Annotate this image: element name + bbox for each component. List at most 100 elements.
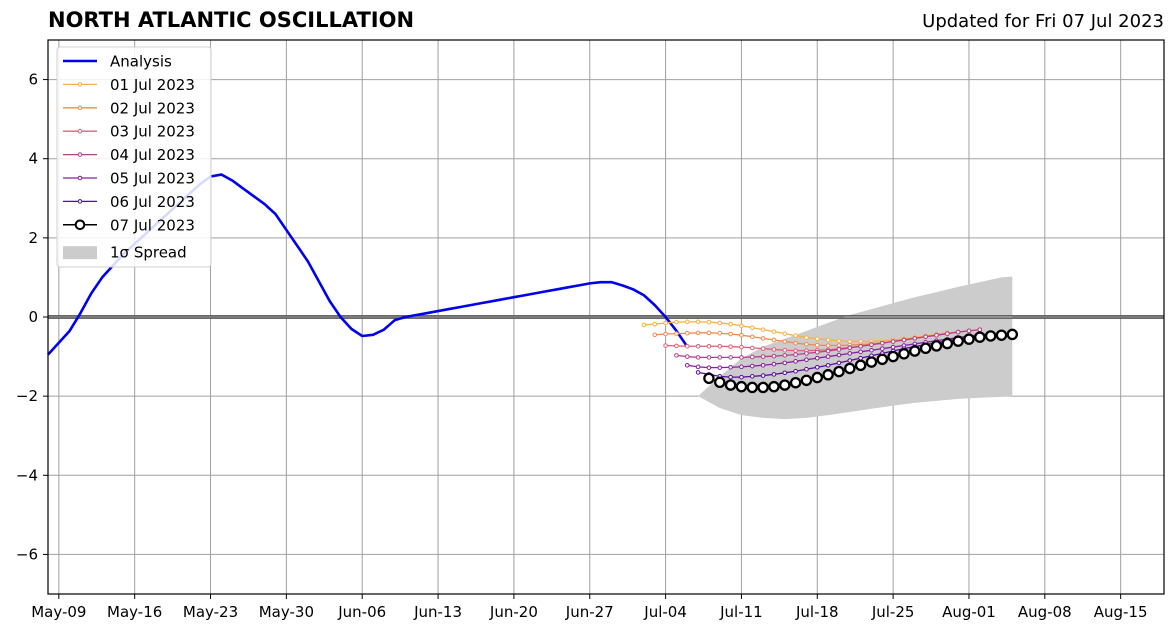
- forecast-point: [663, 343, 668, 348]
- grid: [48, 40, 1164, 594]
- forecast-point: [739, 355, 744, 360]
- current-forecast-point: [757, 381, 769, 394]
- forecast-point: [652, 332, 658, 338]
- forecast-point: [717, 365, 723, 370]
- forecast-point: [695, 370, 701, 375]
- forecast-point: [814, 342, 820, 348]
- forecast-point: [836, 347, 842, 352]
- forecast-point: [814, 349, 820, 355]
- current-forecast-point: [789, 376, 802, 389]
- legend-label: 03 Jul 2023: [110, 123, 195, 141]
- forecast-point: [695, 319, 701, 325]
- forecast-point: [771, 361, 777, 367]
- x-tick-label: May-23: [183, 603, 238, 621]
- x-tick-label: Jul-18: [795, 603, 839, 621]
- legend-label: 04 Jul 2023: [110, 146, 195, 164]
- forecast-point: [793, 348, 798, 353]
- current-forecast-point: [854, 359, 867, 372]
- forecast-point: [804, 335, 809, 340]
- current-forecast-point: [974, 331, 986, 343]
- forecast-point: [695, 355, 701, 360]
- forecast-point: [663, 320, 668, 326]
- forecast-point: [771, 347, 777, 352]
- forecast-point: [739, 374, 744, 380]
- x-tick-label: Jul-25: [871, 603, 915, 621]
- forecast-point: [804, 351, 809, 356]
- forecast-point: [739, 323, 744, 329]
- current-forecast-point: [941, 337, 954, 350]
- x-tick-label: Aug-01: [942, 603, 996, 621]
- x-tick-label: May-09: [31, 603, 86, 621]
- forecast-point: [695, 343, 701, 349]
- legend-label: 01 Jul 2023: [110, 76, 195, 94]
- x-tick-label: Jul-11: [719, 603, 763, 621]
- forecast-point: [771, 337, 777, 343]
- current-forecast-series: [703, 328, 1019, 394]
- forecast-point: [847, 339, 853, 344]
- current-forecast-point: [876, 353, 889, 366]
- forecast-point: [771, 372, 777, 377]
- forecast-point: [879, 346, 885, 351]
- y-axis: −6 −4 −2 0 2 4 6: [16, 71, 48, 563]
- forecast-point: [793, 368, 798, 374]
- legend-marker: [77, 128, 83, 134]
- legend-swatch: [63, 246, 97, 260]
- forecast-point: [825, 354, 831, 359]
- forecast-point: [684, 319, 690, 325]
- forecast-point: [847, 351, 853, 356]
- current-forecast-point: [995, 329, 1008, 341]
- current-forecast-point: [898, 348, 910, 360]
- x-tick-label: Jun-13: [413, 603, 462, 621]
- forecast-point: [717, 320, 723, 326]
- current-forecast-point: [822, 369, 834, 381]
- forecast-point: [858, 349, 863, 355]
- legend-label: 06 Jul 2023: [110, 193, 195, 211]
- forecast-point: [782, 353, 788, 358]
- forecast-point: [836, 338, 842, 344]
- current-forecast-point: [919, 342, 932, 355]
- forecast-point: [717, 355, 723, 360]
- y-tick-label: 2: [28, 229, 38, 247]
- forecast-point: [728, 364, 733, 370]
- zero-line: [48, 315, 1164, 319]
- forecast-point: [728, 374, 733, 380]
- forecast-point: [749, 325, 755, 330]
- current-forecast-point: [865, 356, 878, 368]
- forecast-point: [825, 343, 831, 348]
- current-forecast-point: [800, 374, 813, 387]
- x-tick-label: May-30: [259, 603, 314, 621]
- forecast-point: [771, 329, 777, 334]
- chart-title: NORTH ATLANTIC OSCILLATION: [48, 8, 415, 32]
- current-forecast-point: [909, 345, 921, 357]
- legend-label: Analysis: [110, 53, 172, 71]
- current-forecast-point: [768, 380, 780, 393]
- current-forecast-point: [724, 379, 737, 391]
- forecast-point: [858, 343, 863, 349]
- forecast-point: [804, 366, 809, 372]
- forecast-point: [847, 358, 853, 363]
- current-forecast-point: [703, 372, 715, 385]
- y-tick-label: 0: [28, 308, 38, 326]
- forecast-point: [760, 354, 766, 359]
- forecast-point: [912, 336, 918, 341]
- legend-marker: [77, 199, 83, 204]
- forecast-point: [814, 355, 820, 361]
- forecast-point: [977, 327, 983, 332]
- forecast-point: [706, 330, 712, 336]
- forecast-point: [760, 373, 766, 378]
- forecast-point: [674, 319, 679, 325]
- forecast-point: [728, 344, 733, 349]
- forecast-point: [728, 355, 733, 360]
- y-tick-label: −2: [16, 387, 38, 405]
- forecast-point: [836, 352, 842, 358]
- forecast-point: [955, 329, 961, 335]
- forecast-point: [663, 331, 668, 337]
- x-tick-label: Jul-04: [643, 603, 687, 621]
- forecast-point: [945, 331, 950, 336]
- forecast-point: [749, 345, 755, 351]
- legend-marker: [77, 105, 83, 111]
- legend-marker: [77, 152, 83, 157]
- forecast-point: [901, 337, 907, 343]
- forecast-point: [739, 344, 744, 350]
- forecast-point: [749, 374, 755, 379]
